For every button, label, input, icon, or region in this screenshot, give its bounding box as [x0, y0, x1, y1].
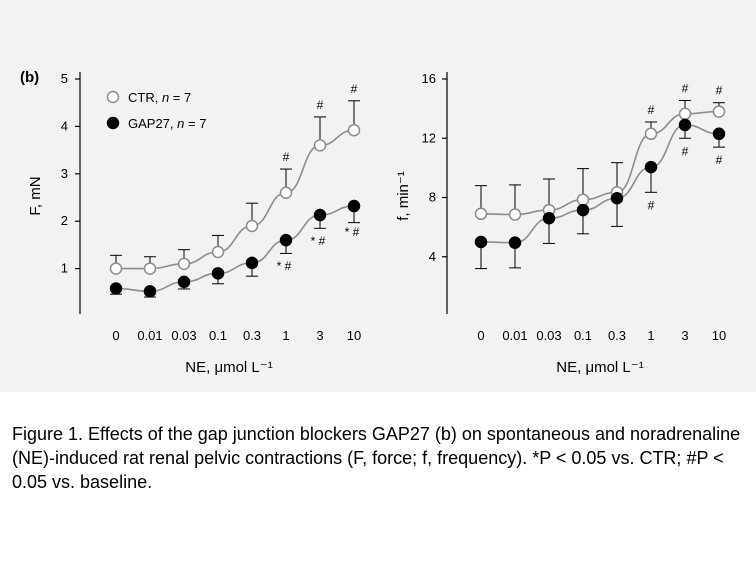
- legend-series-name: GAP27,: [128, 116, 177, 131]
- series-ctr: # # #: [109, 82, 361, 275]
- data-point: [508, 208, 522, 221]
- x-axis-label: NE, μmol L⁻¹: [556, 359, 643, 376]
- data-point: [712, 127, 726, 141]
- significance-mark: #: [648, 103, 655, 117]
- chart-force: 1 2 3 4 5 F, mN 0 0.01 0.03 0.1 0.3 1 3 10 NE, μmol L⁻…: [27, 71, 361, 376]
- data-point: [109, 282, 123, 295]
- x-tick-label: 3: [316, 328, 323, 343]
- data-point: [177, 275, 191, 289]
- significance-mark: #: [682, 81, 689, 95]
- figure-caption: Figure 1. Effects of the gap junction bl…: [12, 424, 741, 492]
- x-tick-label: 1: [282, 328, 289, 343]
- legend-series-name: CTR,: [128, 90, 162, 105]
- significance-mark: #: [682, 144, 689, 158]
- legend-marker: [106, 90, 120, 104]
- y-tick-label: 5: [61, 71, 68, 86]
- data-point: [576, 203, 590, 217]
- data-point: [245, 256, 259, 270]
- x-tick-label: 0.03: [171, 328, 196, 343]
- legend-n-symbol: n: [162, 90, 169, 105]
- series-gap27: # # #: [474, 118, 726, 270]
- significance-mark: #: [317, 98, 324, 112]
- y-tick-label: 3: [61, 166, 68, 181]
- y-tick-label: 4: [429, 249, 436, 264]
- figure-panel: [0, 0, 756, 392]
- data-point: [712, 105, 726, 118]
- x-tick-label: 0.1: [574, 328, 592, 343]
- data-point: [576, 193, 590, 206]
- x-tick-label: 0.3: [608, 328, 626, 343]
- data-point: [177, 257, 191, 271]
- significance-mark: #: [716, 84, 723, 98]
- data-point: [644, 160, 658, 174]
- x-tick-label: 10: [347, 328, 361, 343]
- x-tick-label: 3: [681, 328, 688, 343]
- data-point: [508, 236, 522, 249]
- data-point: [610, 191, 624, 205]
- significance-mark: * #: [311, 234, 326, 248]
- data-point: [313, 208, 327, 222]
- data-point: [347, 199, 361, 213]
- x-tick-label: 10: [712, 328, 726, 343]
- y-axis-label: f, min⁻¹: [395, 171, 412, 221]
- data-point: [279, 186, 293, 200]
- y-tick-label: 1: [61, 261, 68, 276]
- data-point: [109, 262, 123, 275]
- y-axis-label: F, mN: [27, 176, 44, 215]
- y-tick-label: 4: [61, 118, 68, 133]
- x-tick-label: 0.1: [209, 328, 227, 343]
- data-point: [143, 285, 157, 298]
- x-axis-label: NE, μmol L⁻¹: [185, 359, 272, 376]
- chart-frequency: 4 8 12 16 f, min⁻¹ 0 0.01 0.03 0.1 0.3 1 3 10 NE, μmo…: [395, 71, 726, 376]
- significance-mark: #: [716, 153, 723, 167]
- data-point: [347, 123, 361, 137]
- legend-n-value: = 7: [184, 116, 206, 131]
- significance-mark: #: [283, 150, 290, 164]
- x-tick-label: 1: [647, 328, 654, 343]
- data-point: [143, 262, 157, 275]
- significance-mark: #: [648, 198, 655, 212]
- x-tick-label: 0.03: [536, 328, 561, 343]
- x-tick-label: 0.01: [137, 328, 162, 343]
- significance-mark: * #: [345, 225, 360, 239]
- data-point: [644, 127, 658, 141]
- panel-label: (b): [20, 69, 39, 86]
- legend-label: CTR, n = 7: [128, 90, 191, 105]
- data-point: [211, 267, 225, 280]
- x-tick-label: 0: [112, 328, 119, 343]
- x-tick-label: 0.3: [243, 328, 261, 343]
- x-tick-label: 0: [477, 328, 484, 343]
- data-point: [542, 211, 556, 225]
- legend-marker: [106, 116, 120, 130]
- legend-n-symbol: n: [177, 116, 184, 131]
- legend-label: GAP27, n = 7: [128, 116, 206, 131]
- data-point: [245, 219, 259, 233]
- y-tick-label: 16: [422, 71, 436, 86]
- significance-mark: #: [351, 82, 358, 96]
- legend-n-value: = 7: [169, 90, 191, 105]
- data-point: [474, 235, 488, 249]
- x-tick-label: 0.01: [502, 328, 527, 343]
- y-tick-label: 12: [422, 130, 436, 145]
- data-point: [313, 139, 327, 152]
- series-gap27: * # * # * #: [109, 199, 361, 298]
- y-tick-label: 2: [61, 213, 68, 228]
- data-point: [678, 118, 692, 132]
- significance-mark: * #: [277, 259, 292, 273]
- y-tick-label: 8: [429, 190, 436, 205]
- data-point: [279, 233, 293, 247]
- data-point: [211, 245, 225, 259]
- series-line: [480, 124, 720, 244]
- data-point: [474, 207, 488, 221]
- data-point: [678, 107, 692, 121]
